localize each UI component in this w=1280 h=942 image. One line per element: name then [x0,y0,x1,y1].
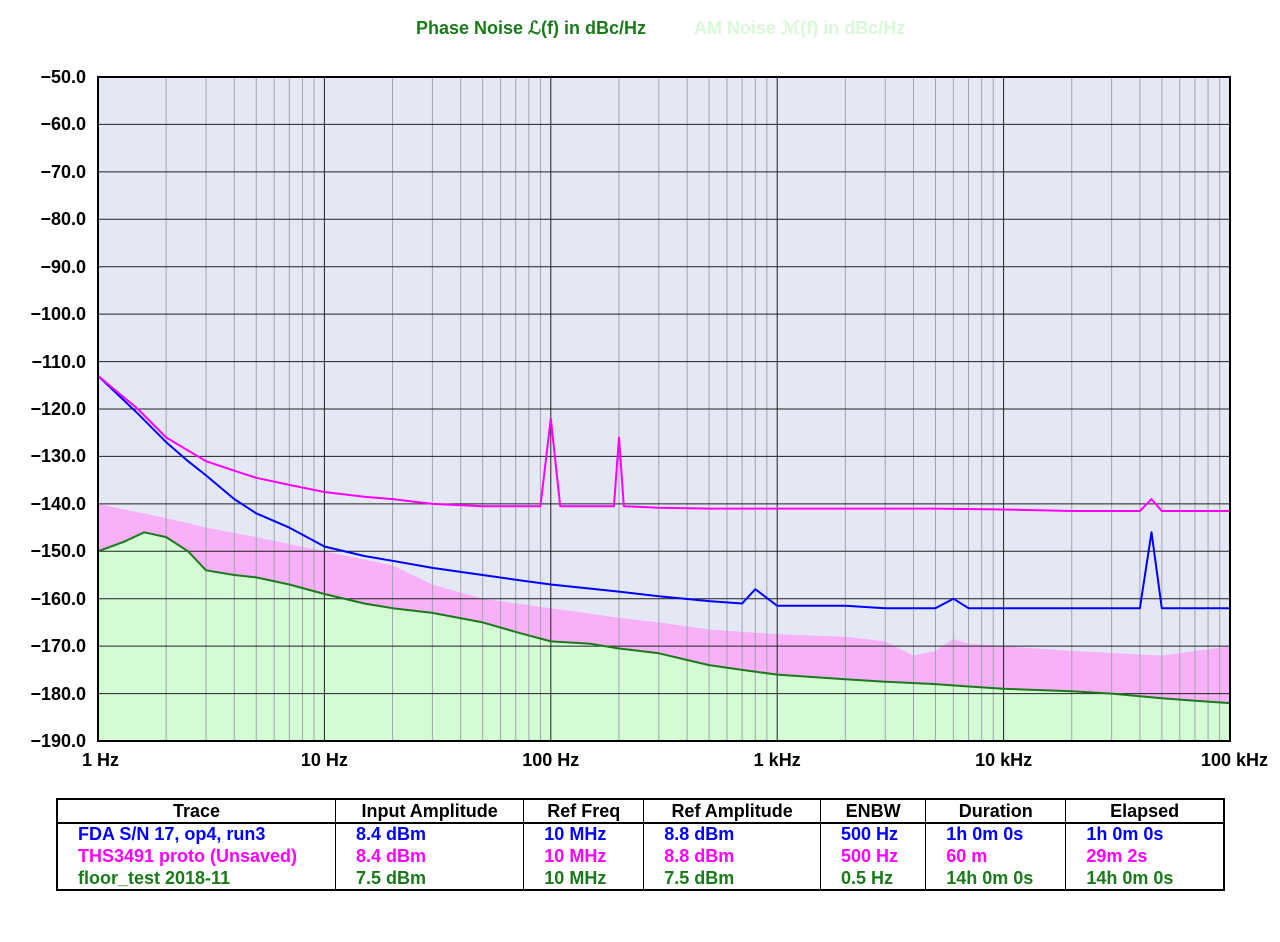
series-line-1 [97,375,1230,512]
y-tick-label: −190.0 [30,731,86,751]
x-tick-label: 1 Hz [82,750,120,770]
series-line-0 [97,375,1230,610]
y-tick-label: −60.0 [40,114,86,135]
table-cell: 10 MHz [523,845,645,868]
column-header: Trace [56,798,336,824]
x-tick-label: 100 Hz [522,750,580,770]
area-fill-1 [98,532,1230,741]
table-cell: THS3491 proto (Unsaved) [56,845,336,868]
x-tick-label: 100 kHz [1200,750,1268,770]
column-header: Ref Freq [523,798,645,824]
table-cell: 10 MHz [523,823,645,846]
table-cell: floor_test 2018-11 [56,867,336,890]
table-cell: 0.5 Hz [819,867,927,890]
column-header: Input Amplitude [334,798,525,824]
y-tick-label: −110.0 [31,351,86,372]
y-tick-label: −100.0 [30,304,86,325]
table-cell: 500 Hz [819,823,927,846]
x-tick-label: 10 kHz [975,750,1033,770]
y-tick-label: −180.0 [30,683,86,704]
table-cell: 8.4 dBm [334,845,525,868]
column-header: Duration [925,798,1067,824]
table-cell: 500 Hz [819,845,927,868]
y-tick-label: −140.0 [30,493,86,514]
table-cell: 29m 2s [1065,845,1225,868]
x-tick-label: 10 Hz [300,750,348,770]
y-tick-label: −130.0 [30,446,86,467]
y-tick-label: −160.0 [30,588,86,609]
column-header: ENBW [819,798,927,824]
column-header: Elapsed [1065,798,1225,824]
y-tick-label: −150.0 [30,541,86,562]
table-row: THS3491 proto (Unsaved) 8.4 dBm 10 MHz 8.8 … [56,845,1225,868]
y-tick-label: −50.0 [40,67,86,87]
x-tick-label: 1 kHz [753,750,801,770]
table-cell: 14h 0m 0s [925,867,1067,890]
table-cell: 14h 0m 0s [1065,867,1225,890]
table-cell: 8.8 dBm [643,845,821,868]
table-row: floor_test 2018-11 7.5 dBm 10 MHz 7.5 dBm 0.… [56,867,1225,890]
table-cell: 7.5 dBm [643,867,821,890]
column-header: Ref Amplitude [643,798,821,824]
y-tick-label: −70.0 [40,161,86,182]
table-cell: 1h 0m 0s [1065,823,1225,846]
table-cell: 8.4 dBm [334,823,525,846]
table-cell: 7.5 dBm [334,867,525,890]
trace-table: Trace Input Amplitude Ref Freq Ref Amplitud… [56,798,1225,891]
table-cell: 8.8 dBm [643,823,821,846]
plot-frame [97,76,1231,742]
series-line-2 [97,531,1231,705]
trace-table-header: Trace Input Amplitude Ref Freq Ref Amplitud… [56,798,1225,824]
table-row: FDA S/N 17, op4, run3 8.4 dBm 10 MHz 8.8 dB… [56,823,1225,846]
table-cell: 60 m [925,845,1067,868]
table-cell: 10 MHz [523,867,645,890]
y-tick-label: −80.0 [40,209,86,230]
y-tick-label: −90.0 [40,256,86,277]
y-tick-label: −170.0 [30,636,86,657]
trace-table-body: FDA S/N 17, op4, run3 8.4 dBm 10 MHz 8.8 dB… [56,823,1225,890]
am-noise-title: AM Noise ℳ(f) in dBc/Hz [694,18,906,38]
phase-noise-title: Phase Noise ℒ(f) in dBc/Hz [416,18,647,38]
table-cell: FDA S/N 17, op4, run3 [56,823,336,846]
y-tick-label: −120.0 [30,399,86,419]
table-cell: 1h 0m 0s [925,823,1067,846]
